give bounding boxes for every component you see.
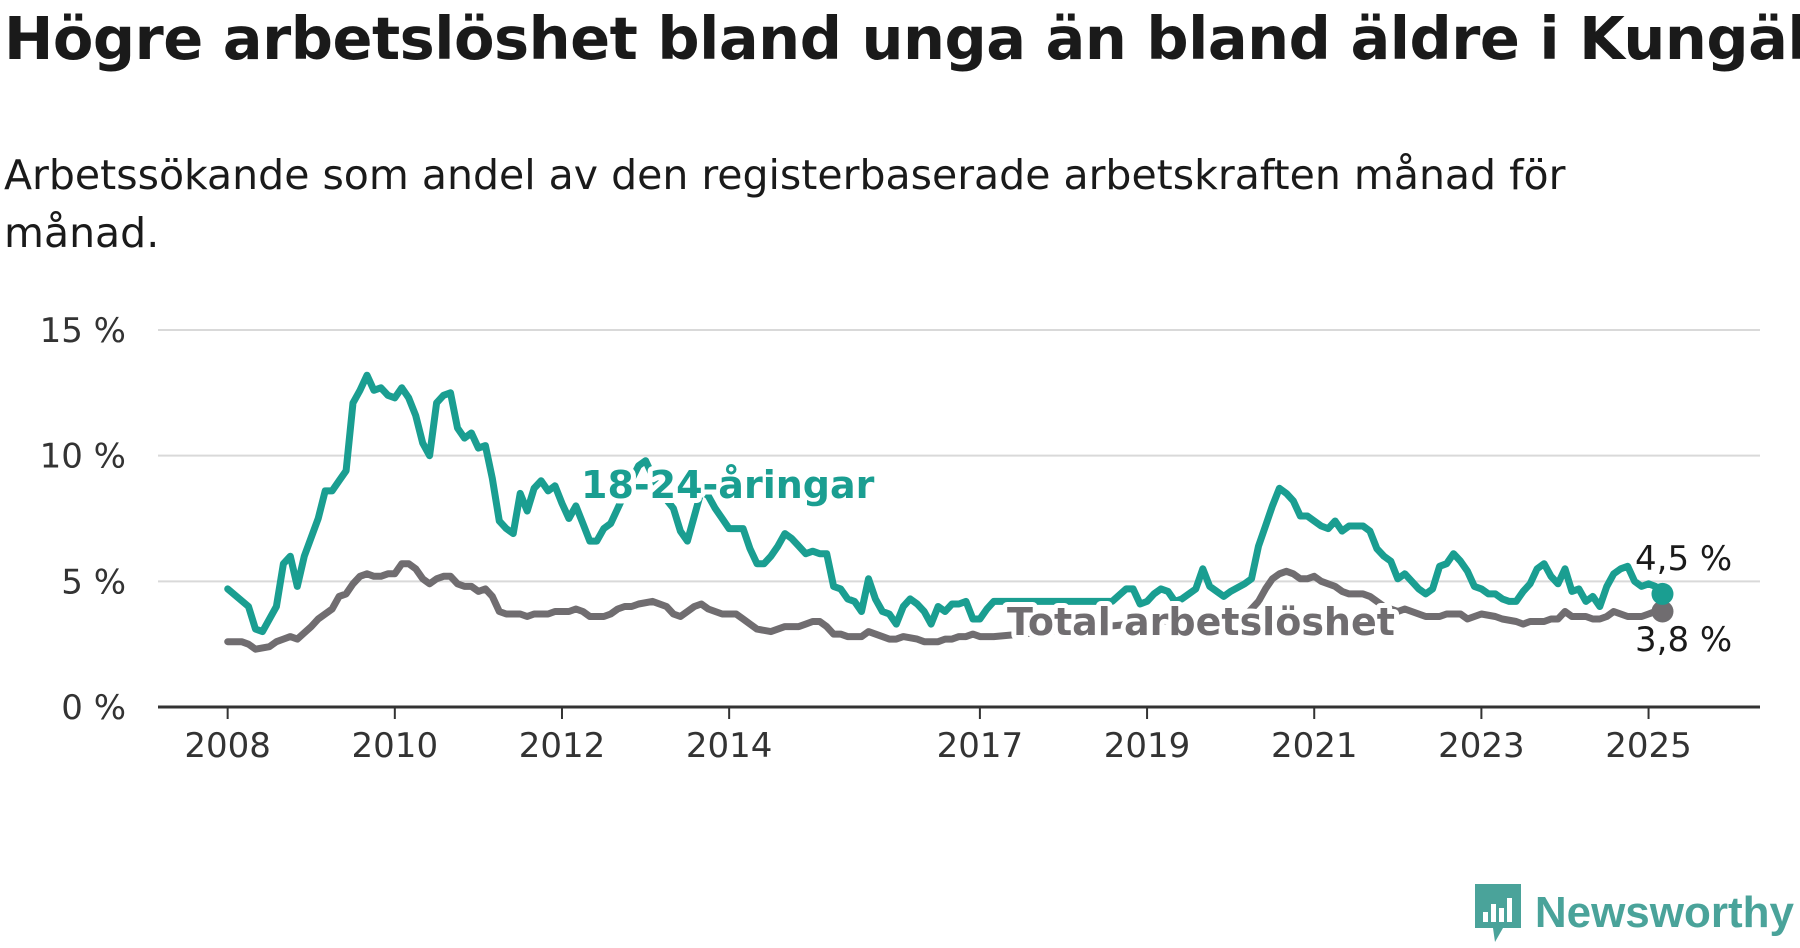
- series-line-1: [224, 560, 1666, 653]
- series-label-total: Total arbetslöshet: [1007, 600, 1395, 644]
- end-value-total: 3,8 %: [1635, 620, 1732, 660]
- y-tick-label: 15 %: [40, 311, 126, 351]
- y-axis-ticks: 0 % 5 % 10 % 15 %: [40, 311, 126, 728]
- series-labels: 18-24-åringar Total arbetslöshet 4,5 % 3,8 …: [576, 458, 1735, 663]
- x-tick-label: 2019: [1104, 726, 1191, 766]
- series-end-point-1: [1651, 600, 1674, 623]
- y-tick-label: 10 %: [40, 437, 126, 477]
- end-value-youth: 4,5 %: [1635, 539, 1732, 579]
- gridlines: [158, 329, 1760, 709]
- x-tick-label: 2008: [184, 726, 271, 766]
- chart-subtitle: Arbetssökande som andel av den registerb…: [4, 151, 1566, 257]
- newsworthy-logo-icon: [1474, 884, 1521, 942]
- series-label-youth: 18-24-åringar: [581, 463, 875, 507]
- x-tick-label: 2010: [352, 726, 439, 766]
- series-line-0: [224, 371, 1666, 636]
- chart-title: Högre arbetslöshet bland unga än bland ä…: [4, 4, 1800, 73]
- y-tick-label: 5 %: [61, 562, 126, 602]
- y-tick-label: 0 %: [61, 688, 126, 728]
- x-axis-ticks: 2008 2010 2012 2014 2017 2019 2021 2023 2025: [184, 707, 1692, 766]
- brand-name: Newsworthy: [1534, 888, 1794, 937]
- series-end-point-0: [1651, 582, 1674, 605]
- x-tick-label: 2014: [686, 726, 773, 766]
- brand-logo: Newsworthy: [1473, 878, 1794, 948]
- x-tick-label: 2012: [519, 726, 606, 766]
- series-lines: [224, 371, 1674, 653]
- x-tick-label: 2023: [1438, 726, 1525, 766]
- x-tick-label: 2021: [1271, 726, 1358, 766]
- x-tick-label: 2025: [1605, 726, 1692, 766]
- x-tick-label: 2017: [937, 726, 1024, 766]
